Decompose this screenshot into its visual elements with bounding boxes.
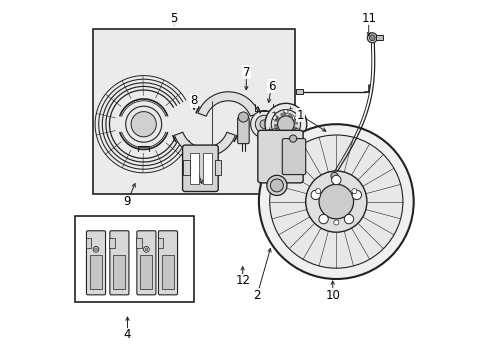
Circle shape [269, 135, 402, 268]
FancyBboxPatch shape [86, 231, 105, 295]
Bar [109, 238, 115, 248]
Circle shape [318, 215, 327, 224]
Circle shape [289, 135, 296, 142]
Circle shape [272, 116, 277, 120]
Circle shape [270, 179, 283, 192]
Text: 12: 12 [235, 274, 250, 287]
Bar [375, 35, 382, 40]
FancyBboxPatch shape [137, 231, 156, 295]
Circle shape [94, 248, 97, 251]
Text: 8: 8 [190, 94, 197, 107]
Text: 7: 7 [242, 66, 249, 78]
FancyBboxPatch shape [257, 130, 303, 183]
FancyBboxPatch shape [237, 117, 249, 144]
Circle shape [131, 112, 156, 137]
Circle shape [351, 190, 361, 199]
Text: 6: 6 [267, 80, 275, 93]
Bar [140, 255, 152, 288]
Circle shape [238, 112, 248, 122]
Text: 4: 4 [123, 328, 131, 341]
Bar [295, 89, 303, 94]
Bar [203, 153, 212, 184]
Circle shape [315, 189, 320, 194]
Circle shape [283, 135, 287, 139]
Text: 9: 9 [123, 195, 131, 208]
FancyBboxPatch shape [282, 139, 305, 175]
Circle shape [294, 128, 298, 132]
Bar [190, 153, 199, 184]
FancyBboxPatch shape [110, 231, 129, 295]
Circle shape [271, 109, 300, 139]
Circle shape [250, 111, 277, 138]
Circle shape [344, 215, 353, 224]
Text: 3: 3 [192, 159, 199, 172]
Circle shape [333, 220, 338, 225]
Circle shape [144, 248, 147, 251]
Text: 11: 11 [361, 12, 375, 24]
Text: 5: 5 [170, 12, 178, 24]
Circle shape [368, 35, 374, 41]
Polygon shape [174, 132, 235, 157]
Circle shape [330, 172, 337, 180]
Circle shape [318, 184, 353, 219]
Circle shape [277, 116, 294, 132]
Circle shape [125, 106, 162, 142]
Circle shape [260, 120, 268, 129]
FancyBboxPatch shape [182, 145, 218, 192]
Circle shape [93, 247, 99, 252]
Polygon shape [198, 92, 258, 116]
Circle shape [266, 175, 286, 195]
Circle shape [305, 171, 366, 232]
Text: 10: 10 [325, 289, 340, 302]
Bar [162, 255, 174, 288]
Circle shape [351, 189, 356, 194]
Bar [214, 160, 221, 175]
Text: 1: 1 [296, 109, 304, 122]
Circle shape [143, 247, 149, 252]
Text: 2: 2 [253, 289, 260, 302]
Circle shape [255, 115, 273, 133]
Circle shape [331, 175, 340, 185]
Bar [183, 160, 189, 175]
FancyBboxPatch shape [158, 231, 177, 295]
Circle shape [294, 116, 298, 120]
Bar [113, 255, 125, 288]
Bar [93, 29, 294, 194]
Circle shape [272, 128, 277, 132]
Bar [90, 255, 102, 288]
Bar [136, 238, 142, 248]
Bar [158, 238, 163, 248]
Circle shape [283, 109, 287, 114]
Circle shape [258, 124, 413, 279]
Bar [75, 216, 194, 302]
Circle shape [264, 103, 306, 145]
Circle shape [310, 190, 320, 199]
Circle shape [366, 33, 377, 43]
Bar [86, 238, 91, 248]
